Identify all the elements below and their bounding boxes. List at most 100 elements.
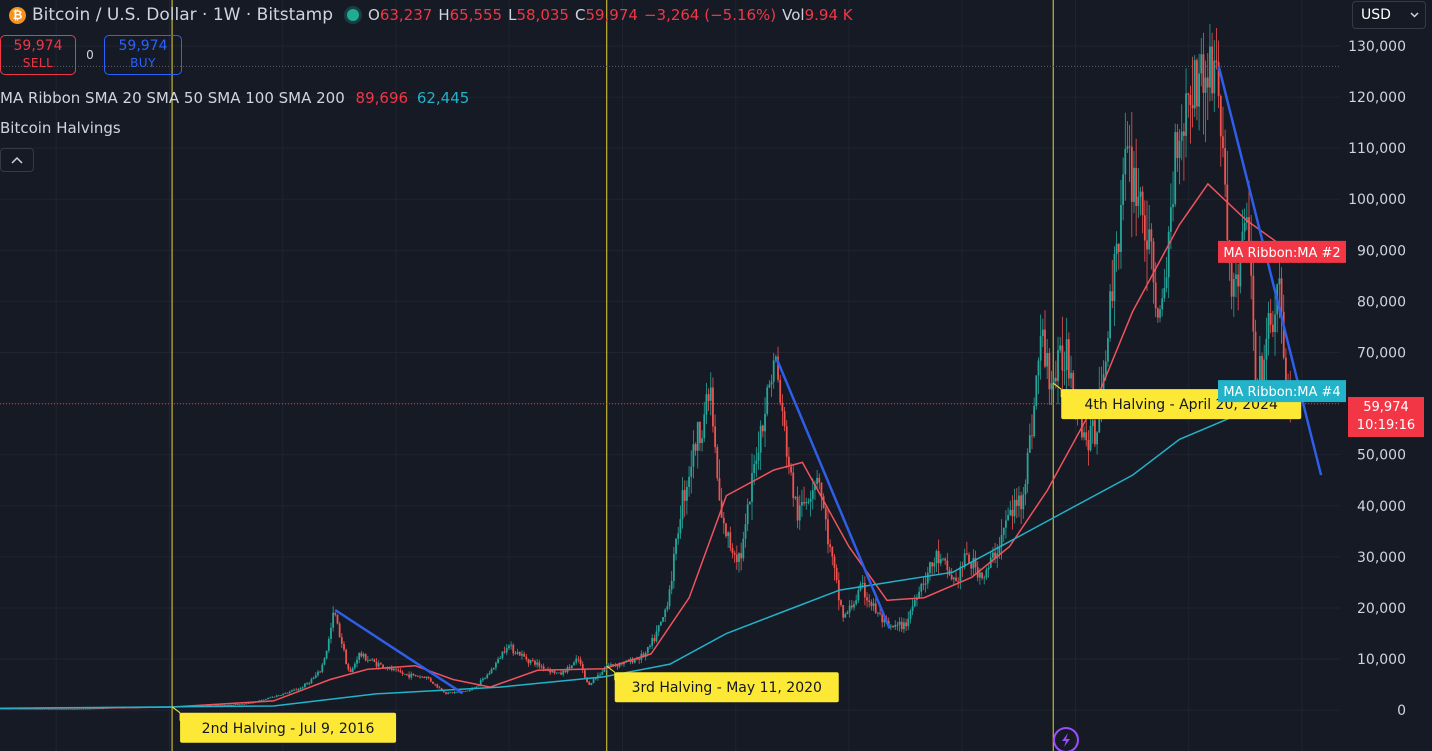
candle-body [861,582,864,585]
candle-body [406,673,408,675]
candle-body [536,662,539,665]
candle-body [477,684,480,687]
chevron-up-icon [11,156,23,164]
trendline[interactable] [334,608,464,695]
candle-body [464,691,467,692]
candle-body [924,583,927,585]
candle-body [772,360,775,382]
candle-body [694,444,697,451]
candle-body [208,705,211,707]
candle-body [894,624,897,628]
candle-body [225,704,228,706]
candle-body [301,687,304,689]
candle-body [484,677,486,679]
candle-body [232,704,235,706]
candle-body [768,384,771,388]
trendline[interactable] [775,358,891,629]
candle-body [699,422,701,443]
candle-body [831,546,834,557]
candle-body [249,702,252,704]
trendline[interactable] [1217,66,1323,476]
candle-body [581,663,584,671]
candle-body [362,654,365,657]
candle-body [746,504,749,525]
candle-body [67,708,70,710]
candle-body [475,686,478,688]
candle-body [824,508,827,520]
candle-body [722,517,725,524]
sell-button[interactable]: 59,974 SELL [0,35,76,75]
low-label: L [508,6,517,24]
bitcoin-halvings-legend[interactable]: Bitcoin Halvings [0,119,121,137]
candle-body [612,664,615,666]
candle-body [911,606,914,612]
candle-body [677,533,680,539]
candle-body [286,692,289,694]
candle-body [998,546,1001,554]
candle-body [863,582,866,598]
candle-body [753,464,756,474]
candle-body [560,672,562,675]
price-axis[interactable]: 010,00020,00030,00040,00050,00060,00070,… [1348,39,1406,719]
candle-body [262,699,265,701]
candle-body [277,695,280,697]
market-status-icon[interactable] [347,9,360,21]
candle-body [267,697,269,700]
candle-body [729,532,732,548]
candle-body [373,659,376,662]
candle-body [1115,243,1118,255]
candle-body [709,387,712,401]
candle-body [291,690,293,692]
candle-body [1124,148,1127,175]
candle-body [503,651,506,653]
candle-body [946,560,949,570]
candle-body [1178,140,1181,159]
ma-ribbon-legend[interactable]: MA Ribbon SMA 20 SMA 50 SMA 100 SMA 200 … [0,89,469,107]
candle-body [1044,329,1046,367]
buy-button[interactable]: 59,974 BUY [104,35,182,75]
candle-body [918,591,921,599]
candle-body [620,663,623,665]
candle-body [1278,278,1281,285]
candle-body [104,708,107,709]
candle-body [1137,196,1140,206]
candle-body [52,708,55,710]
candle-body [916,598,918,600]
candle-body [1169,207,1172,232]
candle-body [935,551,938,564]
candle-body [594,677,597,680]
candle-body [1007,515,1010,521]
candle-body [597,675,599,678]
candle-body [273,696,276,698]
candle-body [907,618,910,627]
candle-body [542,666,545,670]
candle-body [666,606,669,610]
currency-select[interactable]: USD [1352,1,1426,29]
candle-body [245,703,248,705]
candle-body [538,662,541,667]
volume-label: Vol [782,6,805,24]
candle-body [1202,54,1205,93]
candle-body [770,381,773,385]
candle-body [1094,420,1096,445]
candle-body [738,553,740,563]
candle-body [1252,275,1255,332]
price-tick-label: 70,000 [1357,346,1406,362]
candle-body [922,583,925,585]
candle-body [883,618,886,623]
candle-body [1037,360,1040,376]
collapse-legend-button[interactable] [0,148,34,172]
candle-body [855,600,858,605]
lightning-icon[interactable] [1053,727,1079,751]
candle-body [32,708,35,710]
candle-body [419,676,421,678]
candle-body [412,673,415,675]
candle-body [972,558,975,569]
trendlines[interactable] [334,66,1323,695]
candle-body [779,379,782,403]
symbol-title[interactable]: Bitcoin / U.S. Dollar · 1W · Bitstamp [32,5,334,25]
candle-body [816,477,819,485]
ma-tag-label: MA Ribbon:MA #2 [1223,246,1340,261]
candle-body [364,654,367,661]
